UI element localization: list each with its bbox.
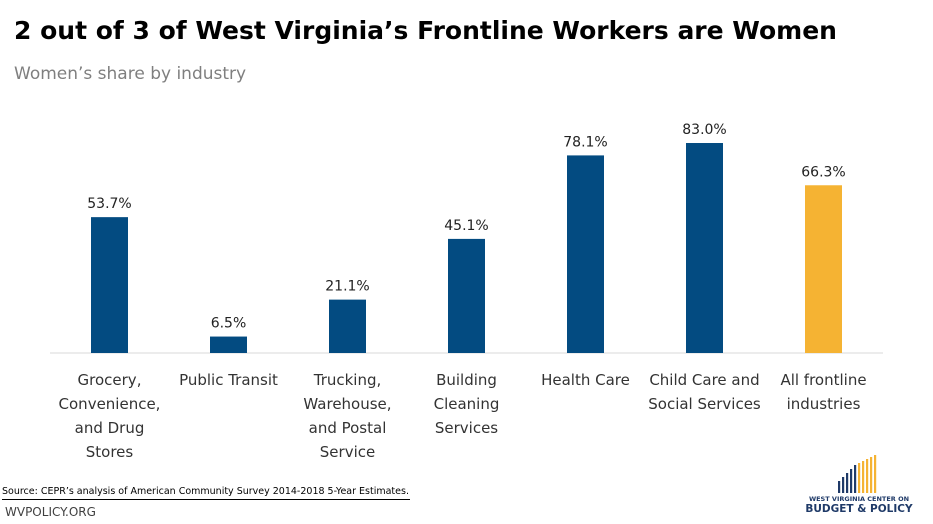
category-label-line: Cleaning xyxy=(434,395,500,413)
category-label: Public Transit xyxy=(179,371,278,389)
source-note: Source: CEPR’s analysis of American Comm… xyxy=(2,486,410,500)
bar xyxy=(91,217,128,353)
category-label-line: Stores xyxy=(86,443,134,461)
bar-chart: 53.7% Grocery, Convenience, and Drug Stores 6… xyxy=(50,122,883,461)
website-footer: WVPOLICY.ORG xyxy=(5,505,96,519)
bar xyxy=(210,336,247,353)
category-label: Trucking, Warehouse, and Postal Service xyxy=(303,371,391,461)
bar xyxy=(329,299,366,353)
category-label-line: Child Care and xyxy=(649,371,759,389)
data-label: 66.3% xyxy=(801,164,845,180)
data-label: 78.1% xyxy=(563,134,607,150)
category-label: Health Care xyxy=(541,371,630,389)
category-label-line: Convenience, xyxy=(59,395,161,413)
category-label-line: Warehouse, xyxy=(303,395,391,413)
logo-text-line2: BUDGET & POLICY xyxy=(805,503,913,515)
category-label-line: and Drug xyxy=(75,419,145,437)
category-label-line: Grocery, xyxy=(78,371,142,389)
bar xyxy=(567,155,604,353)
category-label: Building Cleaning Services xyxy=(434,371,500,437)
category-label-line: All frontline xyxy=(780,371,866,389)
category-label-line: Social Services xyxy=(648,395,761,413)
bar xyxy=(805,185,842,353)
category-label-line: Trucking, xyxy=(313,371,382,389)
category-label-line: Building xyxy=(436,371,497,389)
logo-bars-icon xyxy=(838,455,877,493)
data-label: 6.5% xyxy=(211,316,247,332)
chart-title: 2 out of 3 of West Virginia’s Frontline … xyxy=(14,16,837,45)
category-label-line: Public Transit xyxy=(179,371,278,389)
data-label: 45.1% xyxy=(444,218,488,234)
category-label-line: Services xyxy=(435,419,498,437)
category-label: Grocery, Convenience, and Drug Stores xyxy=(59,371,161,461)
data-label: 21.1% xyxy=(325,279,369,295)
category-label-line: industries xyxy=(787,395,861,413)
chart-subtitle: Women’s share by industry xyxy=(14,64,247,84)
bar xyxy=(686,143,723,353)
category-label-line: and Postal xyxy=(309,419,387,437)
category-label-line: Health Care xyxy=(541,371,630,389)
category-label-line: Service xyxy=(320,443,375,461)
wvcbp-logo: WEST VIRGINIA CENTER ON BUDGET & POLICY xyxy=(800,455,918,517)
category-label: All frontline industries xyxy=(780,371,866,413)
bar xyxy=(448,238,485,353)
data-label: 83.0% xyxy=(682,122,726,138)
category-label: Child Care and Social Services xyxy=(648,371,761,413)
logo-text-line1: WEST VIRGINIA CENTER ON xyxy=(808,495,910,503)
data-label: 53.7% xyxy=(87,196,131,212)
